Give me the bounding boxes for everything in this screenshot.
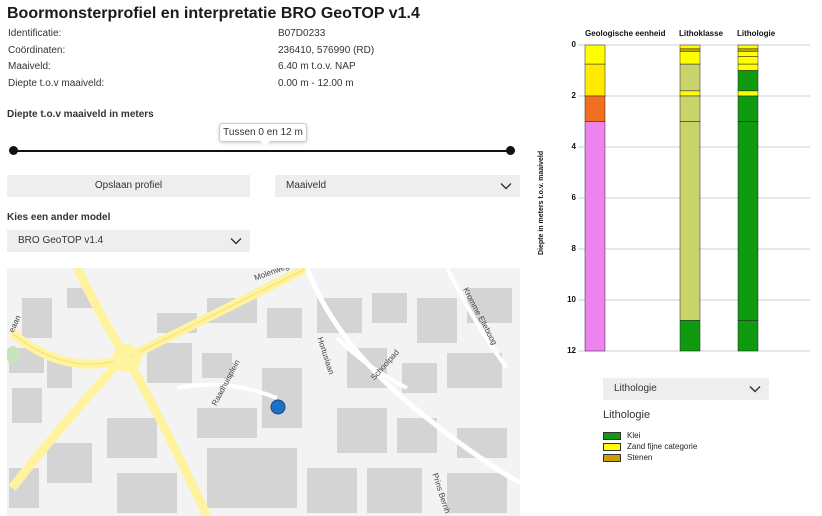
column-title: Geologische eenheid [585, 29, 666, 38]
legend-label: Zand fijne categorie [627, 442, 698, 451]
depth-slider-handle-max[interactable] [506, 146, 515, 155]
map-canvas [7, 268, 520, 516]
layer-bar [679, 48, 701, 52]
y-tick-label: 0 [571, 40, 576, 49]
legend-swatch [603, 454, 621, 462]
tooltip-arrow [260, 141, 270, 146]
legend-swatch [603, 443, 621, 451]
depth-slider-tooltip: Tussen 0 en 12 m [219, 123, 307, 142]
layer-bar [737, 121, 759, 321]
layer-bar [679, 95, 701, 122]
layer-bar [679, 63, 701, 92]
location-marker [270, 399, 286, 415]
legend-label: Klei [627, 431, 641, 440]
borehole-info: Identificatie: B07D0233 Coördinaten: 236… [8, 28, 428, 94]
layer-bar [679, 44, 701, 50]
model-select[interactable]: BRO GeoTOP v1.4 [7, 230, 250, 252]
layer-bar [679, 90, 701, 97]
layer-bar [737, 320, 759, 352]
layer-bar [737, 51, 759, 57]
y-tick-label: 4 [571, 142, 576, 151]
depth-slider-label: Diepte t.o.v maaiveld in meters [7, 109, 154, 120]
layer-bar [737, 48, 759, 52]
layer-bar [737, 70, 759, 92]
info-row-diepte: Diepte t.o.v maaiveld: 0.00 m - 12.00 m [8, 78, 428, 95]
y-tick-label: 8 [571, 244, 576, 253]
model-select-value: BRO GeoTOP v1.4 [18, 235, 104, 246]
info-key: Maaiveld: [8, 61, 51, 72]
legend-label: Stenen [627, 453, 653, 462]
info-value: 6.40 m t.o.v. NAP [278, 61, 356, 72]
layer-bar [737, 95, 759, 122]
legend-select-value: Lithologie [614, 383, 657, 394]
layer-bar [679, 121, 701, 321]
y-tick-label: 10 [567, 295, 576, 304]
chevron-down-icon [230, 238, 242, 245]
y-tick-label: 2 [571, 91, 576, 100]
layer-bar [679, 51, 701, 65]
info-value: 236410, 576990 (RD) [278, 44, 375, 56]
borehole-chart: 0 2 4 6 8 10 12 Geologische eenheid Lithoklasse L… [540, 20, 822, 365]
info-key: Diepte t.o.v maaiveld: [8, 77, 105, 89]
save-profile-button[interactable]: Opslaan profiel [7, 175, 250, 197]
column-title: Lithologie [737, 29, 776, 38]
info-key: Identificatie: [8, 28, 62, 39]
column-title: Lithoklasse [679, 29, 724, 38]
page-title: Boormonsterprofiel en interpretatie BRO … [7, 5, 420, 22]
y-tick-label: 6 [571, 193, 576, 202]
layer-bar [737, 90, 759, 97]
location-map[interactable]: Molenweg Raadhuisplein Hortuslaan School… [7, 268, 520, 516]
layer-bar [584, 63, 606, 97]
layer-bar [584, 44, 606, 65]
layer-bar [584, 121, 606, 352]
legend-title: Lithologie [603, 409, 651, 421]
legend-swatch [603, 432, 621, 440]
legend-select[interactable]: Lithologie [603, 378, 769, 400]
layer-bar [737, 56, 759, 65]
info-row-coordinaten: Coördinaten: 236410, 576990 (RD) [8, 45, 428, 62]
info-value: B07D0233 [278, 28, 326, 39]
layer-bar [737, 44, 759, 50]
depth-slider-handle-min[interactable] [9, 146, 18, 155]
chevron-down-icon [500, 183, 512, 190]
reference-level-select[interactable]: Maaiveld [275, 175, 520, 197]
layer-bar [679, 320, 701, 352]
reference-level-value: Maaiveld [286, 180, 327, 191]
info-key: Coördinaten: [8, 44, 66, 56]
layer-bar [737, 63, 759, 71]
borehole-chart-svg [578, 44, 810, 352]
chevron-down-icon [749, 386, 761, 393]
info-row-maaiveld: Maaiveld: 6.40 m t.o.v. NAP [8, 61, 428, 78]
model-label: Kies een ander model [7, 212, 111, 223]
layer-bar [584, 95, 606, 122]
info-row-identificatie: Identificatie: B07D0233 [8, 28, 428, 45]
info-value: 0.00 m - 12.00 m [278, 77, 354, 89]
y-tick-label: 12 [567, 346, 576, 355]
depth-slider-track[interactable] [13, 150, 511, 152]
